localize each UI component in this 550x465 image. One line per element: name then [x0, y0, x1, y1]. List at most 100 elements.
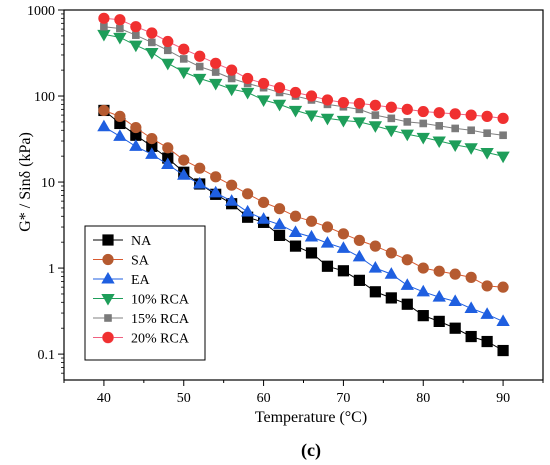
data-point-10pct-rca — [146, 48, 158, 58]
data-point-20pct-rca — [210, 58, 220, 68]
data-point-sa — [402, 255, 412, 265]
data-point-sa — [386, 248, 396, 258]
data-point-15pct-rca — [468, 127, 475, 134]
data-point-15pct-rca — [116, 25, 123, 32]
data-point-ea — [130, 140, 142, 150]
data-point-ea — [98, 120, 110, 130]
series-20pct-rca — [98, 13, 508, 124]
data-point-15pct-rca — [180, 55, 187, 62]
data-point-sa — [370, 241, 380, 251]
data-point-sa — [226, 180, 236, 190]
data-point-sa — [466, 272, 476, 282]
data-point-20pct-rca — [115, 15, 125, 25]
data-point-ea — [242, 206, 254, 216]
data-point-sa — [434, 266, 444, 276]
data-point-10pct-rca — [130, 41, 142, 51]
legend-label-ea: EA — [131, 273, 151, 288]
data-point-15pct-rca — [212, 69, 219, 76]
data-point-na — [466, 331, 476, 341]
data-point-15pct-rca — [196, 63, 203, 70]
legend-label-15pct-rca: 15% RCA — [131, 312, 190, 327]
data-point-sa — [450, 269, 460, 279]
data-point-na — [402, 299, 412, 309]
data-point-sa — [195, 163, 205, 173]
data-point-na — [274, 230, 284, 240]
data-point-20pct-rca — [370, 100, 380, 110]
data-point-20pct-rca — [258, 78, 268, 88]
data-point-na — [386, 293, 396, 303]
data-point-15pct-rca — [436, 122, 443, 129]
data-point-15pct-rca — [228, 75, 235, 82]
series-15pct-rca — [100, 23, 506, 139]
x-tick-label-70: 70 — [336, 391, 350, 406]
data-point-sa — [242, 189, 252, 199]
data-point-20pct-rca — [306, 91, 316, 101]
data-point-ea — [369, 262, 381, 272]
data-point-ea — [290, 226, 302, 236]
data-point-15pct-rca — [148, 39, 155, 46]
data-point-sa — [338, 229, 348, 239]
x-tick-label-80: 80 — [416, 391, 430, 406]
y-tick-label-100: 100 — [34, 90, 55, 105]
data-point-15pct-rca — [372, 112, 379, 119]
x-tick-label-60: 60 — [257, 391, 271, 406]
data-point-15pct-rca — [500, 132, 507, 139]
data-point-ea — [401, 279, 413, 289]
data-point-sa — [163, 143, 173, 153]
legend-label-10pct-rca: 10% RCA — [131, 293, 190, 308]
legend-marker-15pct-rca — [105, 315, 112, 322]
data-point-sa — [290, 211, 300, 221]
data-point-sa — [322, 222, 332, 232]
x-axis-title: Temperature (°C) — [255, 409, 367, 426]
x-tick-label-50: 50 — [177, 391, 191, 406]
data-point-ea — [385, 268, 397, 278]
data-point-20pct-rca — [226, 65, 236, 75]
data-point-20pct-rca — [498, 113, 508, 123]
x-tick-label-40: 40 — [97, 391, 111, 406]
legend-marker-sa — [103, 254, 113, 264]
data-point-na — [306, 248, 316, 258]
data-point-sa — [418, 263, 428, 273]
data-point-ea — [321, 237, 333, 247]
data-point-sa — [147, 133, 157, 143]
data-point-15pct-rca — [484, 130, 491, 137]
data-point-15pct-rca — [164, 47, 171, 54]
data-point-15pct-rca — [404, 118, 411, 125]
legend-marker-20pct-rca — [103, 332, 113, 342]
data-point-na — [434, 316, 444, 326]
y-axis-title: G* / Sinδ (kPa) — [17, 132, 34, 232]
data-point-ea — [497, 315, 509, 325]
data-point-20pct-rca — [179, 44, 189, 54]
y-tick-label-1: 1 — [48, 262, 55, 277]
data-point-sa — [482, 281, 492, 291]
data-point-15pct-rca — [132, 32, 139, 39]
y-tick-label-0.1: 0.1 — [38, 348, 56, 363]
data-point-ea — [417, 286, 429, 296]
data-point-15pct-rca — [100, 23, 107, 30]
y-tick-label-10: 10 — [41, 176, 55, 191]
data-point-20pct-rca — [402, 104, 412, 114]
data-point-na — [482, 336, 492, 346]
data-point-na — [450, 323, 460, 333]
data-point-20pct-rca — [195, 51, 205, 61]
data-point-20pct-rca — [450, 109, 460, 119]
data-point-20pct-rca — [274, 82, 284, 92]
data-point-na — [370, 287, 380, 297]
data-point-10pct-rca — [497, 152, 509, 162]
data-point-ea — [353, 251, 365, 261]
data-point-20pct-rca — [466, 110, 476, 120]
data-point-na — [290, 241, 300, 251]
data-point-20pct-rca — [163, 36, 173, 46]
data-point-sa — [354, 235, 364, 245]
data-point-20pct-rca — [290, 87, 300, 97]
data-point-sa — [115, 111, 125, 121]
data-point-20pct-rca — [386, 102, 396, 112]
legend-label-na: NA — [131, 234, 152, 249]
panel-label: (c) — [301, 440, 321, 461]
data-point-10pct-rca — [242, 88, 254, 98]
data-point-na — [418, 310, 428, 320]
data-point-ea — [114, 130, 126, 140]
data-point-sa — [210, 172, 220, 182]
data-point-sa — [498, 282, 508, 292]
